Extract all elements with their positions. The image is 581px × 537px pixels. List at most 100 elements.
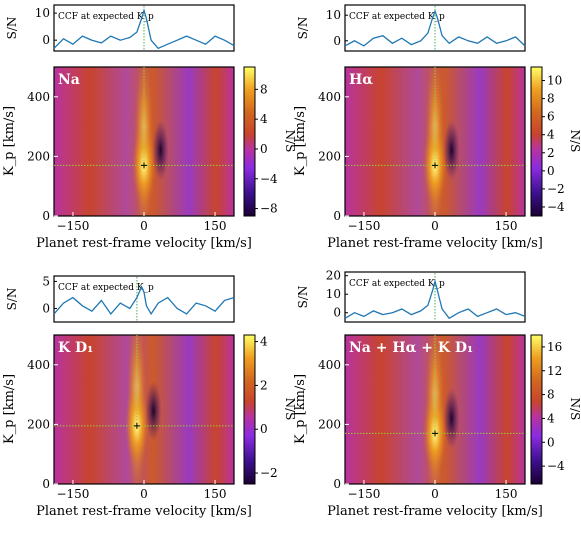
colorbar-tick-label: 0	[547, 164, 555, 178]
ccf-label: CCF at expected K_p	[349, 12, 445, 22]
ccf-ylabel: S/N	[5, 17, 19, 40]
x-tick-label: 150	[495, 487, 518, 501]
y-tick-label: 0	[333, 477, 341, 491]
ccf-y-tick-label: 0	[42, 33, 50, 47]
heatmap-image	[54, 335, 234, 484]
colorbar-tick-label: 8	[547, 92, 555, 106]
colorbar-tick-label: 4	[547, 128, 555, 142]
colorbar-label: N/S	[568, 130, 581, 153]
y-ticks: 0 200 400	[318, 358, 349, 491]
ccf-y-tick-label: 0	[333, 34, 341, 48]
ccf-label: CCF at expected K_p	[58, 12, 154, 22]
colorbar-tick-label: −2	[547, 182, 565, 196]
ccf-series-line	[53, 285, 235, 316]
colorbar-label: N/S	[283, 130, 297, 153]
x-tick-label: 0	[431, 487, 439, 501]
colorbar-gradient	[530, 66, 543, 217]
ccf-yticks: 0 10 20	[326, 269, 348, 320]
y-tick-label: 0	[333, 209, 341, 223]
colorbar: −8 −4 0 4 8 N/S	[243, 66, 297, 217]
ccf-series-line	[344, 278, 526, 320]
expected-marker	[432, 430, 438, 437]
colorbar-tick-label: 4	[260, 335, 268, 349]
x-tick-label: −150	[347, 487, 380, 501]
y-axis-label: K_p [km/s]	[2, 374, 17, 444]
y-tick-label: 400	[318, 358, 341, 372]
heatmap-panel: Na + Hα + K D₁ −150 0 150 0 200 400 Planet r…	[293, 334, 581, 519]
ccf-frame	[53, 4, 235, 52]
ccf-label: CCF at expected K_p	[58, 283, 154, 293]
x-tick-label: 150	[495, 219, 518, 233]
y-tick-label: 200	[318, 149, 341, 163]
x-ticks: −150 0 150	[56, 212, 227, 233]
ccf-y-tick-label: 10	[35, 6, 50, 20]
colorbar-tick-label: −4	[260, 172, 278, 186]
colorbar-label: N/S	[283, 398, 297, 421]
species-label: Hα	[349, 72, 373, 88]
colorbar-tick-label: 2	[547, 146, 555, 160]
ccf-y-tick-label: 0	[42, 301, 50, 315]
x-axis-label: Planet rest-frame velocity [km/s]	[327, 236, 543, 251]
ccf-label: CCF at expected K_p	[349, 279, 445, 289]
y-tick-label: 0	[42, 209, 50, 223]
colorbar: −4 0 4 8 12 16 N/S	[530, 334, 581, 485]
ccf-y-tick-label: 20	[326, 269, 341, 283]
colorbar-tick-label: −4	[547, 459, 565, 473]
ccf-y-tick-label: 5	[42, 274, 50, 288]
colorbar: −2 0 2 4 N/S	[243, 334, 297, 485]
heatmap-panel: K D₁ −150 0 150 0 200 400 Planet rest-frame …	[2, 334, 297, 519]
colorbar-ticks: −2 0 2 4	[255, 335, 278, 480]
ccf-ylabel: S/N	[296, 17, 310, 40]
colorbar: −4 −2 0 2 4 6 8 10 N/S	[530, 66, 581, 217]
colorbar-tick-label: 0	[260, 142, 268, 156]
heatmap-panel: Na −150 0 150 0 200 400 Planet rest-frame ve…	[2, 66, 297, 251]
species-label: Na + Hα + K D₁	[349, 340, 473, 356]
colorbar-tick-label: 4	[260, 112, 268, 126]
ccf-panel: CCF at expected K_p S/N 0 10 20	[296, 269, 526, 323]
x-tick-label: −150	[347, 219, 380, 233]
colorbar-tick-label: −8	[260, 202, 278, 216]
x-tick-label: 150	[204, 219, 227, 233]
colorbar-ticks: −4 0 4 8 12 16	[542, 340, 565, 473]
ccf-panel: CCF at expected K_p S/N 05	[5, 274, 235, 323]
expected-marker	[133, 422, 140, 429]
x-tick-label: 0	[431, 219, 439, 233]
y-tick-label: 200	[318, 417, 341, 431]
ccf-yticks: 05	[42, 274, 57, 315]
panel-na: CCF at expected K_p S/N 0 10 Na −150 0 150 …	[2, 4, 297, 251]
ccf-series-line	[344, 9, 526, 47]
colorbar-tick-label: 12	[547, 364, 562, 378]
signal-dark-lobe	[443, 120, 460, 181]
x-tick-label: −150	[56, 219, 89, 233]
ccf-frame	[344, 4, 526, 52]
colorbar-tick-label: 16	[547, 340, 562, 354]
y-tick-label: 200	[27, 149, 50, 163]
ccf-ylabel: S/N	[5, 288, 19, 311]
x-axis-label: Planet rest-frame velocity [km/s]	[36, 236, 252, 251]
colorbar-label: N/S	[568, 398, 581, 421]
colorbar-tick-label: −4	[547, 200, 565, 214]
ccf-series-line	[53, 8, 235, 50]
species-label: K D₁	[58, 340, 93, 356]
ccf-panel: CCF at expected K_p S/N 0 10	[296, 4, 526, 52]
y-tick-label: 200	[27, 417, 50, 431]
colorbar-tick-label: 6	[547, 110, 555, 124]
signal-dark-lobe	[443, 388, 460, 449]
ccf-y-tick-label: 10	[326, 8, 341, 22]
y-ticks: 0 200 400	[27, 90, 58, 223]
x-ticks: −150 0 150	[347, 212, 518, 233]
ccf-frame	[344, 271, 526, 323]
colorbar-tick-label: 0	[547, 435, 555, 449]
colorbar-ticks: −8 −4 0 4 8	[255, 82, 278, 216]
y-ticks: 0 200 400	[318, 90, 349, 223]
x-tick-label: 0	[140, 487, 148, 501]
heatmap-panel: Hα −150 0 150 0 200 4 0 0 Planet rest-frame ve…	[293, 66, 581, 251]
y-axis-label: K_p [km/s]	[2, 106, 17, 176]
ccf-yticks: 0 10	[326, 8, 348, 48]
colorbar-tick-label: 0	[260, 422, 268, 436]
y-tick-label: 400	[27, 358, 50, 372]
panel-halpha: CCF at expected K_p S/N 0 10 Hα −150 0 150 …	[293, 4, 581, 251]
colorbar-gradient	[243, 66, 256, 217]
y-ticks: 0 200 400	[27, 358, 58, 491]
